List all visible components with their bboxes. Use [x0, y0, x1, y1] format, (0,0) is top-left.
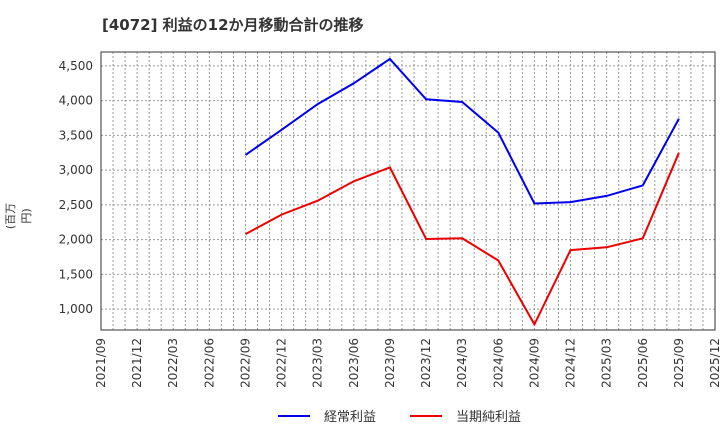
legend-swatch-blue — [278, 414, 310, 417]
x-tick-label: 2024/03 — [455, 338, 469, 388]
x-tick-label: 2024/09 — [527, 338, 541, 388]
x-tick-label: 2023/06 — [347, 338, 361, 388]
chart-title: [4072] 利益の12か月移動合計の推移 — [102, 16, 364, 34]
x-tick-label: 2023/12 — [419, 338, 433, 388]
x-tick-label: 2025/12 — [708, 338, 720, 388]
x-tick-label: 2022/06 — [202, 338, 216, 388]
legend-item-net-profit: 当期純利益 — [410, 406, 521, 425]
x-tick-label: 2022/03 — [166, 338, 180, 388]
x-tick-label: 2025/09 — [672, 338, 686, 388]
x-tick-label: 2023/03 — [311, 338, 325, 388]
legend-label: 経常利益 — [324, 410, 377, 425]
x-tick-label: 2025/03 — [600, 338, 614, 388]
x-tick-label: 2021/09 — [94, 338, 108, 388]
legend-swatch-red — [410, 414, 443, 417]
x-tick-label: 2021/12 — [130, 338, 144, 388]
y-tick-label: 4,000 — [59, 94, 93, 108]
y-tick-label: 1,500 — [59, 267, 93, 281]
plot-area — [100, 51, 716, 331]
y-tick-label: 3,500 — [59, 128, 93, 142]
x-tick-label: 2024/12 — [564, 338, 578, 388]
y-tick-label: 4,500 — [59, 59, 93, 73]
legend-item-ordinary-profit: 経常利益 — [278, 406, 376, 425]
series-line — [244, 57, 680, 205]
x-tick-label: 2023/09 — [383, 338, 397, 388]
x-tick-label: 2024/06 — [491, 338, 505, 388]
y-tick-label: 2,000 — [59, 233, 93, 247]
series-line — [245, 152, 680, 327]
y-tick-label: 2,500 — [59, 198, 93, 212]
x-tick-label: 2022/12 — [275, 338, 289, 388]
x-tick-label: 2025/06 — [636, 338, 650, 388]
y-tick-label: 3,000 — [59, 163, 93, 177]
y-tick-label: 1,000 — [59, 302, 93, 316]
x-tick-label: 2022/09 — [238, 338, 252, 388]
legend: 経常利益 当期純利益 — [278, 406, 555, 425]
legend-label: 当期純利益 — [456, 410, 522, 425]
